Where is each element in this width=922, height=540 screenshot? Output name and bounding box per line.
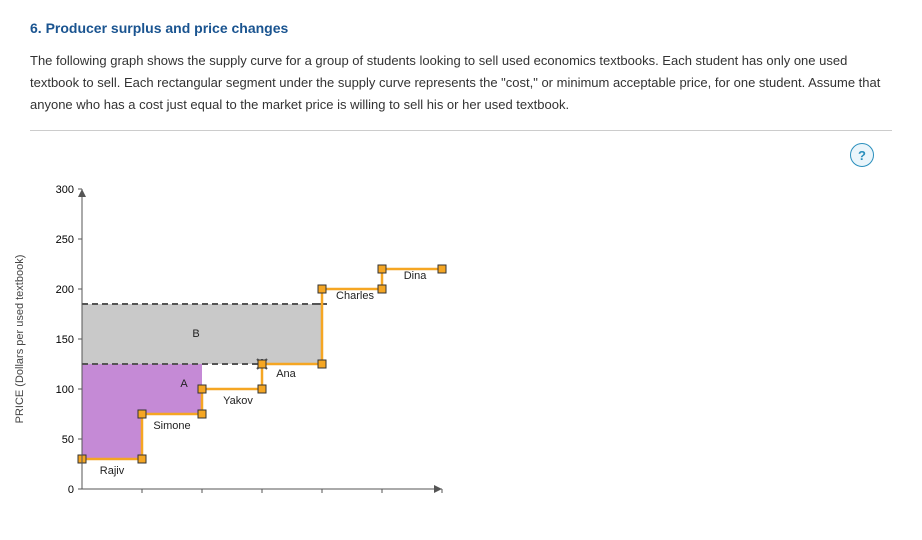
student-label: Yakov bbox=[223, 395, 253, 407]
region-label: B bbox=[192, 328, 199, 340]
y-axis-arrow bbox=[78, 189, 86, 197]
y-tick-label: 200 bbox=[56, 284, 74, 296]
question-body: The following graph shows the supply cur… bbox=[30, 50, 892, 116]
supply-handle[interactable] bbox=[318, 285, 326, 293]
student-label: Charles bbox=[336, 290, 374, 302]
supply-handle[interactable] bbox=[378, 265, 386, 273]
y-tick-label: 50 bbox=[62, 434, 74, 446]
y-tick-label: 300 bbox=[56, 184, 74, 196]
help-button[interactable]: ? bbox=[850, 143, 874, 167]
supply-handle[interactable] bbox=[378, 285, 386, 293]
question-title: 6. Producer surplus and price changes bbox=[30, 20, 892, 36]
x-axis-arrow bbox=[434, 485, 442, 493]
student-label: Rajiv bbox=[100, 465, 125, 477]
student-label: Simone bbox=[153, 420, 190, 432]
chart-container: PRICE (Dollars per used textbook) 050100… bbox=[40, 179, 452, 499]
region-label: A bbox=[180, 378, 188, 390]
supply-handle[interactable] bbox=[318, 360, 326, 368]
y-tick-label: 250 bbox=[56, 234, 74, 246]
supply-handle[interactable] bbox=[258, 385, 266, 393]
toolbar: ? bbox=[850, 143, 874, 167]
y-tick-label: 100 bbox=[56, 384, 74, 396]
supply-chart[interactable]: 0 50 100 150 200 250 300 Rajiv Simone Yakov Ana Cha… bbox=[40, 179, 452, 499]
y-axis-label: PRICE (Dollars per used textbook) bbox=[14, 255, 26, 424]
supply-handle[interactable] bbox=[198, 410, 206, 418]
student-label: Dina bbox=[404, 270, 428, 282]
supply-handle[interactable] bbox=[138, 410, 146, 418]
y-tick-label: 0 bbox=[68, 484, 74, 496]
region-b[interactable] bbox=[82, 304, 322, 364]
y-tick-label: 150 bbox=[56, 334, 74, 346]
student-label: Ana bbox=[276, 368, 296, 380]
supply-handle[interactable] bbox=[198, 385, 206, 393]
supply-handle[interactable] bbox=[438, 265, 446, 273]
supply-handle[interactable] bbox=[138, 455, 146, 463]
chart-panel: ? PRICE (Dollars per used textbook) 0501… bbox=[30, 130, 892, 502]
supply-handle[interactable] bbox=[258, 360, 266, 368]
